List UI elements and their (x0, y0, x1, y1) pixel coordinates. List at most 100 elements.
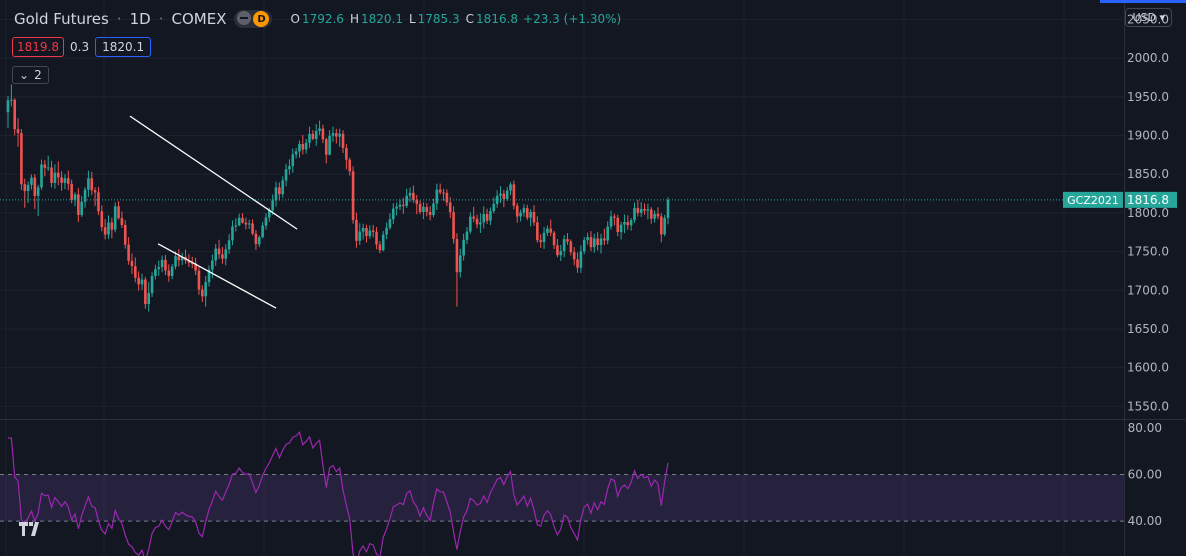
candle (592, 233, 596, 253)
candle (301, 134, 305, 155)
candle-body (177, 256, 181, 261)
candle (53, 164, 57, 189)
candle (264, 213, 268, 230)
candle-body (170, 266, 174, 276)
candle-body (418, 203, 422, 213)
candle (455, 233, 459, 307)
candle (251, 219, 254, 236)
candle-body (532, 211, 536, 223)
candle (536, 216, 539, 243)
candle (160, 255, 164, 273)
candle-body (298, 143, 301, 152)
candle (552, 230, 556, 250)
candle-body (341, 133, 345, 149)
currency-select[interactable]: USD ▾ (1125, 8, 1172, 27)
candle-body (167, 270, 171, 276)
trade-buttons: 1819.8 0.3 1820.1 (12, 37, 152, 57)
candle-body (137, 277, 140, 285)
indicator-count: 2 (34, 68, 42, 82)
candle (194, 257, 197, 276)
candle-body (388, 219, 392, 228)
price-axis-tick: 1650.0 (1127, 322, 1169, 336)
candle (33, 174, 37, 210)
candle-body (204, 282, 207, 297)
candle-body (77, 194, 80, 215)
candle (288, 159, 291, 175)
candle (542, 226, 546, 249)
candle-body (90, 178, 94, 191)
sell-button[interactable]: 1819.8 (12, 37, 64, 57)
candle (56, 161, 60, 186)
candle-body (458, 255, 462, 273)
candle (549, 219, 553, 237)
candle (328, 130, 331, 156)
candle (556, 239, 559, 258)
candle-body (391, 208, 395, 220)
candle-body (395, 206, 398, 209)
candle (254, 229, 258, 250)
candle (157, 260, 161, 276)
candle-body (475, 218, 479, 225)
candle-body (56, 172, 60, 178)
candle (586, 232, 589, 245)
candle-body (294, 151, 298, 155)
candle-body (629, 220, 633, 226)
candle (502, 189, 506, 208)
candle-body (549, 228, 553, 233)
candle-body (80, 201, 84, 215)
candle-body (100, 211, 104, 228)
ohlc-values: O 1792.6 H 1820.1 L 1785.3 C 1816.8 +23.3 (+… (286, 12, 621, 26)
candle (505, 187, 509, 201)
candle (314, 124, 318, 146)
candle (348, 157, 352, 176)
candle (311, 130, 315, 141)
candle (619, 221, 623, 240)
candle-body (596, 238, 599, 245)
candle (596, 232, 599, 251)
candle (475, 214, 479, 229)
candle-body (405, 195, 408, 206)
candle (167, 264, 171, 282)
candle-body (653, 213, 656, 219)
candle (93, 187, 97, 207)
candle-body (375, 231, 378, 245)
candle (656, 207, 660, 220)
candle-body (257, 237, 261, 245)
candle-body (566, 239, 569, 242)
buy-button[interactable]: 1820.1 (95, 37, 152, 57)
candle-body (371, 230, 375, 232)
rsi-band (0, 474, 1124, 522)
candle-body (489, 211, 492, 221)
tradingview-logo-icon[interactable] (19, 522, 43, 536)
candle-body (335, 133, 338, 137)
candle (67, 170, 70, 191)
candle-body (659, 216, 663, 235)
candle (214, 243, 218, 266)
low-value: 1785.3 (417, 12, 460, 26)
candle-body (264, 217, 268, 226)
candle-body (616, 217, 620, 232)
candle-body (649, 209, 653, 219)
candle-body (469, 216, 472, 232)
candle (385, 222, 388, 240)
candle-body (278, 187, 281, 195)
candle-body (53, 172, 57, 183)
candle-body (227, 240, 231, 250)
interval-label[interactable]: 1D (129, 10, 151, 28)
candle (46, 155, 50, 171)
candle-body (46, 167, 50, 169)
candle-body (63, 178, 67, 183)
market-closed-icon[interactable] (237, 11, 252, 25)
symbol-name[interactable]: Gold Futures (14, 10, 109, 28)
delayed-data-badge[interactable]: D (253, 11, 270, 27)
indicators-toggle-button[interactable]: ⌄ 2 (12, 66, 49, 84)
candle-body (308, 133, 311, 143)
candle (83, 187, 87, 208)
candle (482, 206, 486, 229)
candle-body (522, 208, 526, 213)
candle-body (103, 227, 107, 235)
close-value: 1816.8 (476, 12, 519, 26)
candle (395, 202, 398, 216)
